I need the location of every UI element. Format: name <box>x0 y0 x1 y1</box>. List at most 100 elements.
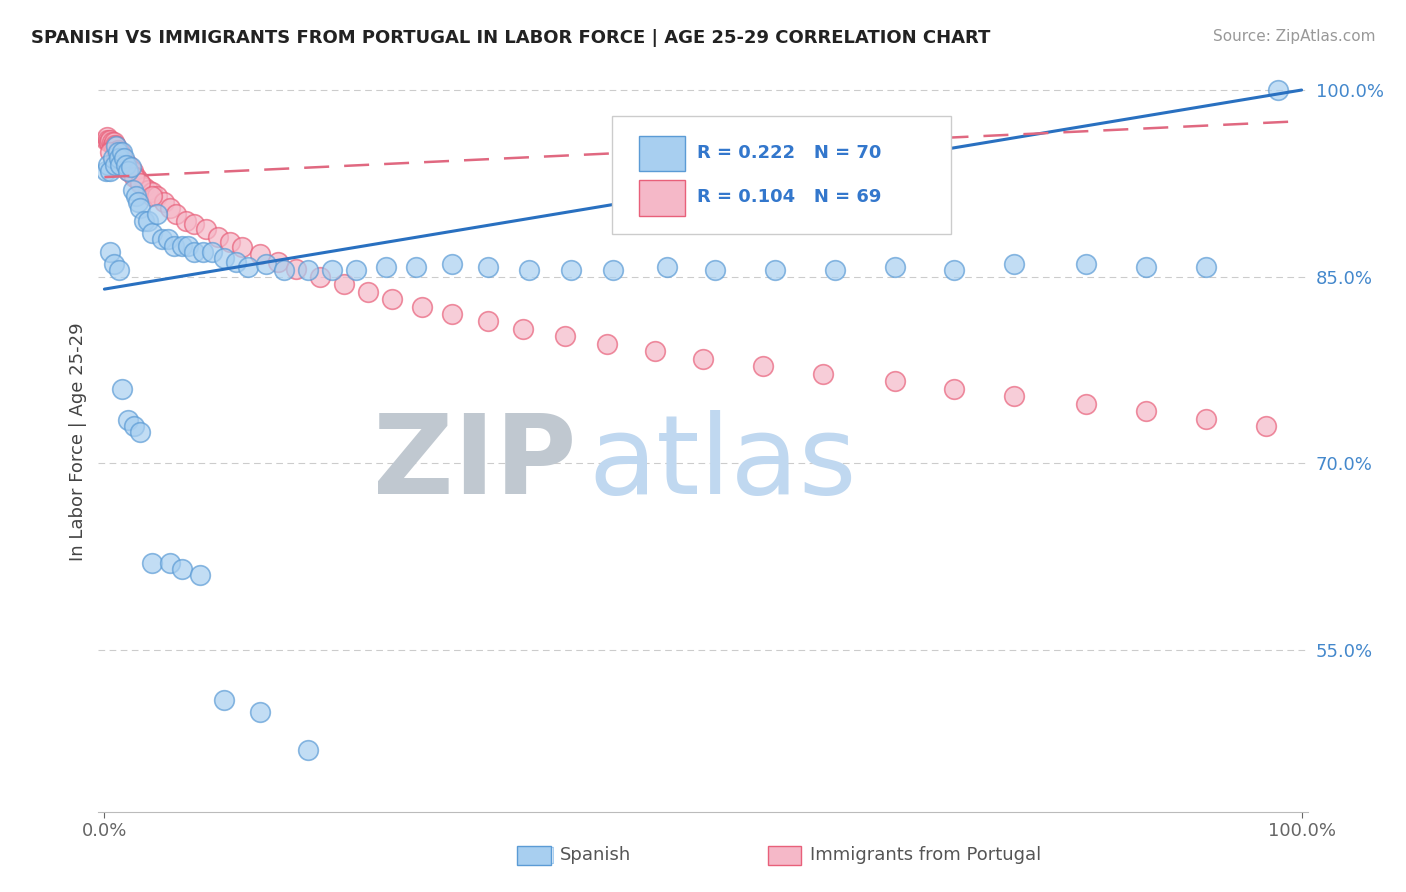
Point <box>129 177 152 191</box>
Point <box>644 344 666 359</box>
Point <box>97 158 120 172</box>
Bar <box>638 136 685 171</box>
Point <box>96 130 118 145</box>
Point <box>174 213 197 227</box>
Y-axis label: In Labor Force | Age 25-29: In Labor Force | Age 25-29 <box>69 322 87 561</box>
Point <box>824 263 846 277</box>
Point <box>177 238 200 252</box>
Point <box>811 367 834 381</box>
Point <box>129 425 152 440</box>
Point <box>554 329 576 343</box>
Point <box>98 136 121 150</box>
Point <box>112 155 135 169</box>
Bar <box>638 180 685 216</box>
Point <box>141 226 163 240</box>
Point <box>191 244 214 259</box>
Point <box>94 164 117 178</box>
Point <box>704 263 727 277</box>
Text: R = 0.222   N = 70: R = 0.222 N = 70 <box>697 144 882 161</box>
Point <box>100 136 122 150</box>
Text: Immigrants from Portugal: Immigrants from Portugal <box>810 847 1040 864</box>
Point <box>104 158 127 172</box>
Point <box>115 158 138 172</box>
Point <box>159 201 181 215</box>
Point <box>943 263 966 277</box>
Point <box>763 263 786 277</box>
Point <box>188 568 211 582</box>
Point <box>107 143 129 157</box>
Point <box>172 562 194 576</box>
Point <box>114 155 136 169</box>
Point <box>1267 83 1289 97</box>
Point <box>150 232 173 246</box>
Text: atlas: atlas <box>588 410 856 517</box>
Point <box>1195 411 1218 425</box>
Point <box>440 307 463 321</box>
Point <box>146 207 169 221</box>
Point <box>752 359 775 374</box>
Point <box>172 238 194 252</box>
Point <box>284 262 307 277</box>
Point <box>254 257 277 271</box>
Point <box>183 244 205 259</box>
Text: □: □ <box>536 845 555 864</box>
Point <box>111 152 134 166</box>
Point <box>883 374 905 388</box>
Point <box>236 260 259 274</box>
Point <box>124 188 146 202</box>
Text: SPANISH VS IMMIGRANTS FROM PORTUGAL IN LABOR FORCE | AGE 25-29 CORRELATION CHART: SPANISH VS IMMIGRANTS FROM PORTUGAL IN L… <box>31 29 990 46</box>
Point <box>117 164 139 178</box>
Text: Spanish: Spanish <box>560 847 631 864</box>
Point <box>163 238 186 252</box>
Point <box>883 260 905 274</box>
Point <box>512 322 534 336</box>
Point <box>195 222 218 236</box>
Point <box>103 257 125 271</box>
Point <box>97 133 120 147</box>
Point <box>115 158 138 172</box>
Point <box>231 240 253 254</box>
Point <box>309 269 332 284</box>
Point <box>477 314 499 328</box>
Point <box>107 152 129 166</box>
Point <box>321 263 343 277</box>
Point <box>117 164 139 178</box>
Point <box>212 251 235 265</box>
Point <box>1002 257 1025 271</box>
Point <box>136 213 159 227</box>
Point <box>120 164 142 178</box>
Point <box>129 201 152 215</box>
Point <box>110 147 132 161</box>
Text: Source: ZipAtlas.com: Source: ZipAtlas.com <box>1212 29 1375 44</box>
Point <box>105 152 128 166</box>
Point <box>219 235 242 249</box>
Point <box>212 692 235 706</box>
Point <box>107 145 129 160</box>
Point <box>107 145 129 160</box>
Point <box>122 164 145 178</box>
Point <box>117 413 139 427</box>
Point <box>297 742 319 756</box>
Point <box>141 185 163 199</box>
Point <box>411 300 433 314</box>
Point <box>94 133 117 147</box>
Point <box>127 172 149 186</box>
Point <box>120 160 142 174</box>
Point <box>207 230 229 244</box>
Point <box>107 263 129 277</box>
Point <box>1254 419 1277 434</box>
Point <box>124 170 146 185</box>
Point <box>108 145 131 160</box>
Point <box>1002 389 1025 403</box>
Point <box>122 183 145 197</box>
Text: R = 0.104   N = 69: R = 0.104 N = 69 <box>697 188 882 206</box>
Text: ZIP: ZIP <box>373 410 576 517</box>
Point <box>249 705 271 719</box>
Point <box>655 260 678 274</box>
Point <box>141 188 163 202</box>
Point <box>101 152 124 166</box>
Point <box>136 183 159 197</box>
Point <box>124 170 146 185</box>
Point <box>477 260 499 274</box>
Point <box>129 177 152 191</box>
